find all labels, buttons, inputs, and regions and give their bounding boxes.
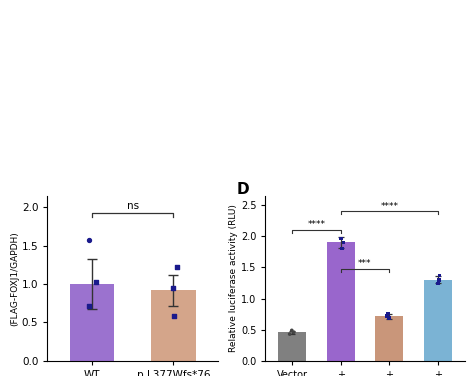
Point bbox=[171, 313, 178, 319]
Y-axis label: (FLAG-FOXJ1/GAPDH): (FLAG-FOXJ1/GAPDH) bbox=[10, 231, 19, 326]
Bar bbox=[278, 332, 306, 361]
Point bbox=[288, 327, 296, 334]
Bar bbox=[70, 284, 114, 361]
Point bbox=[385, 315, 393, 321]
Text: ***: *** bbox=[358, 259, 372, 268]
Point bbox=[86, 237, 93, 243]
Text: ns: ns bbox=[127, 201, 139, 211]
Text: ****: **** bbox=[308, 220, 326, 229]
Point bbox=[340, 240, 347, 246]
Bar bbox=[327, 243, 355, 361]
Point bbox=[436, 273, 443, 279]
Text: D: D bbox=[237, 182, 250, 197]
Bar bbox=[424, 280, 452, 361]
Text: ****: **** bbox=[380, 202, 398, 211]
Point bbox=[337, 236, 345, 242]
Point bbox=[169, 285, 177, 291]
Point bbox=[92, 279, 100, 285]
Point bbox=[173, 264, 181, 270]
Bar bbox=[151, 290, 196, 361]
Point bbox=[384, 311, 392, 317]
Bar bbox=[375, 316, 403, 361]
Point bbox=[286, 331, 293, 337]
Point bbox=[434, 280, 442, 287]
Point bbox=[290, 329, 298, 335]
Point bbox=[435, 277, 443, 283]
Point bbox=[338, 246, 346, 252]
Point bbox=[85, 303, 93, 309]
Y-axis label: Relative luciferase activity (RLU): Relative luciferase activity (RLU) bbox=[229, 204, 238, 352]
Point bbox=[383, 313, 391, 319]
